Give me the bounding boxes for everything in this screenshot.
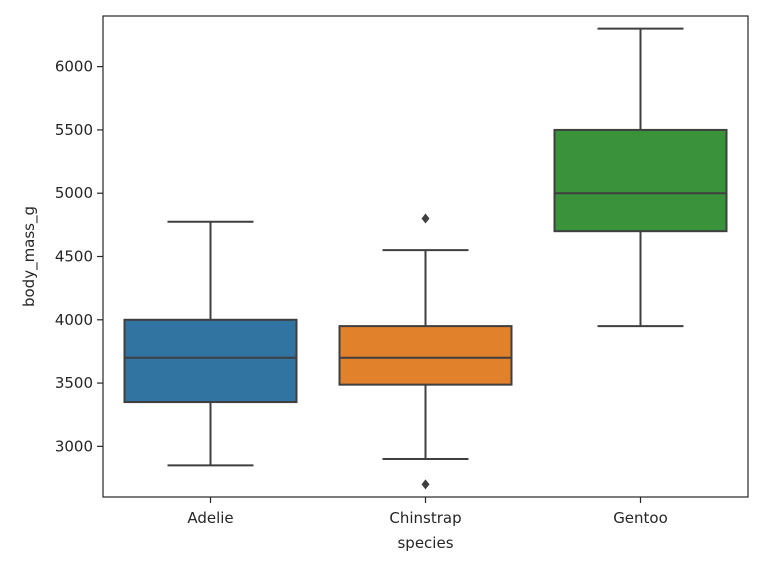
outlier-point-chinstrap [421,213,430,224]
x-tick-label-adelie: Adelie [187,509,233,527]
box-adelie [123,318,298,404]
y-tick-label: 3000 [55,437,93,455]
x-axis-label: species [397,534,453,552]
y-tick-label: 4000 [55,311,93,329]
y-tick-label: 4500 [55,248,93,266]
y-tick-label: 5500 [55,121,93,139]
y-tick-label: 6000 [55,58,93,76]
y-axis-label: body_mass_g [20,206,39,307]
box-chinstrap [338,325,513,386]
plot-frame [102,15,749,498]
x-tick-label-gentoo: Gentoo [613,509,668,527]
box-gentoo [553,128,728,233]
y-tick-label: 5000 [55,184,93,202]
x-tick-label-chinstrap: Chinstrap [389,509,461,527]
y-tick-label: 3500 [55,374,93,392]
outlier-point-chinstrap [421,479,430,490]
